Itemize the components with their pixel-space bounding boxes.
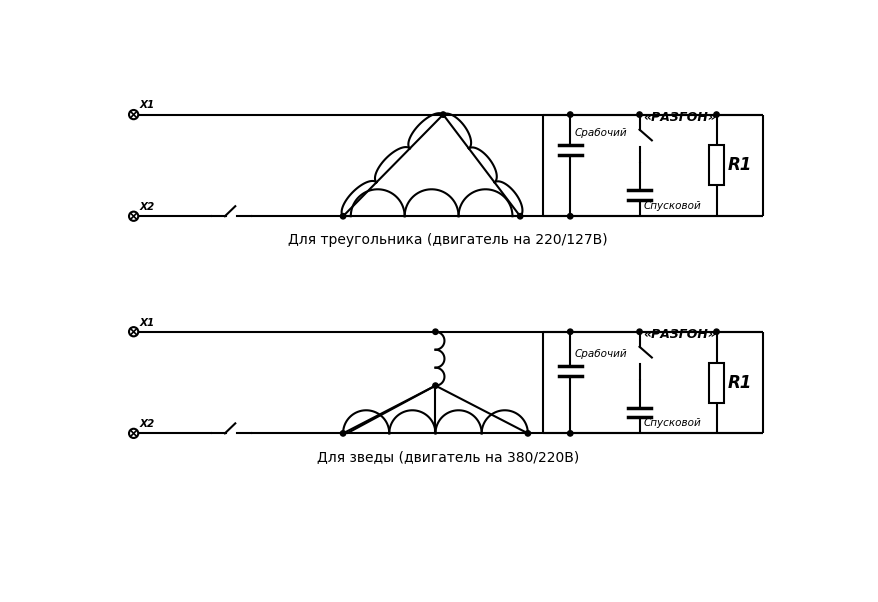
Text: Для зведы (двигатель на 380/220В): Для зведы (двигатель на 380/220В): [317, 450, 579, 464]
Circle shape: [636, 112, 642, 117]
Text: R1: R1: [726, 374, 751, 391]
Circle shape: [440, 112, 445, 117]
Text: Для треугольника (двигатель на 220/127В): Для треугольника (двигатель на 220/127В): [288, 233, 608, 247]
Circle shape: [636, 329, 642, 335]
Circle shape: [129, 327, 138, 337]
Bar: [708, 146, 723, 185]
Text: X2: X2: [140, 202, 155, 212]
Text: Спусковой: Спусковой: [643, 201, 701, 211]
Circle shape: [340, 430, 345, 436]
Circle shape: [567, 112, 572, 117]
Circle shape: [129, 429, 138, 438]
Text: Срабочий: Срабочий: [573, 349, 626, 359]
Text: X2: X2: [140, 419, 155, 429]
Circle shape: [567, 430, 572, 436]
Text: «РАЗГОН»: «РАЗГОН»: [643, 328, 716, 341]
Circle shape: [524, 430, 530, 436]
Text: X1: X1: [140, 101, 155, 110]
Text: X1: X1: [140, 318, 155, 327]
Text: Спусковой: Спусковой: [643, 418, 701, 428]
Text: «РАЗГОН»: «РАЗГОН»: [643, 111, 716, 124]
Text: R1: R1: [726, 157, 751, 175]
Bar: [708, 362, 723, 403]
Text: Срабочий: Срабочий: [573, 128, 626, 138]
Circle shape: [340, 214, 345, 219]
Circle shape: [517, 214, 522, 219]
Circle shape: [129, 110, 138, 119]
Circle shape: [567, 329, 572, 335]
Circle shape: [129, 212, 138, 221]
Circle shape: [713, 112, 718, 117]
Circle shape: [567, 214, 572, 219]
Circle shape: [432, 329, 437, 335]
Circle shape: [713, 329, 718, 335]
Circle shape: [432, 383, 437, 388]
